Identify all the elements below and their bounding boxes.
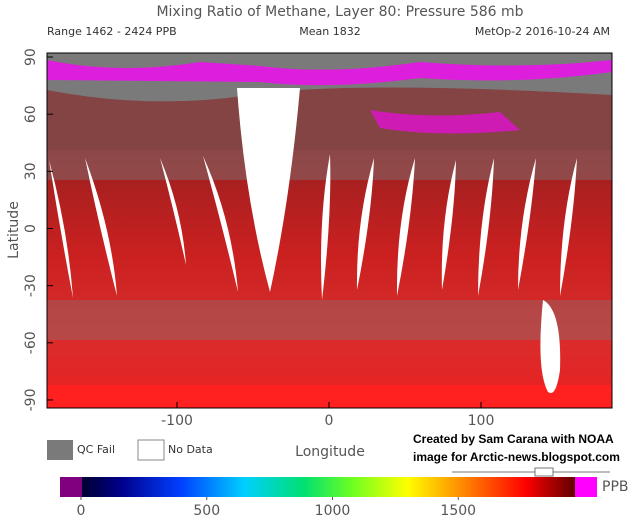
x-tick-label: 100 (468, 413, 495, 429)
qc-fail-swatch (47, 440, 73, 460)
credit-line: image for Arctic-news.blogspot.com (413, 450, 620, 464)
colorbar-tick-label: 1500 (440, 503, 476, 519)
colorbar-tick-label: 500 (193, 503, 220, 519)
colorbar-unit: PPB (602, 479, 629, 495)
colorbar (82, 477, 575, 497)
y-tick-label: 90 (23, 48, 39, 66)
colorbar-tick-label: 0 (77, 503, 86, 519)
y-axis-label: Latitude (6, 201, 22, 259)
satellite: MetOp-2 2016-10-24 AM (475, 25, 610, 38)
x-tick-label: 0 (325, 413, 334, 429)
y-tick-label: 60 (23, 105, 39, 123)
colorbar-high (575, 477, 597, 497)
no-data-label: No Data (168, 443, 213, 456)
colorbar-tick-label: 1000 (315, 503, 351, 519)
y-tick-label: -90 (23, 389, 39, 412)
title: Mixing Ratio of Methane, Layer 80: Press… (156, 4, 523, 20)
no-data-swatch (137, 439, 165, 461)
qc-fail-label: QC Fail (77, 443, 115, 456)
scroll-indicator (452, 467, 610, 477)
colorbar-low (60, 477, 82, 497)
map (46, 52, 613, 409)
y-tick-label: -30 (23, 274, 39, 297)
y-tick-label: -60 (23, 331, 39, 354)
credit-line: Created by Sam Carana with NOAA (413, 432, 614, 446)
y-tick-label: 30 (23, 162, 39, 180)
range: Range 1462 - 2424 PPB (47, 25, 177, 38)
mean: Mean 1832 (299, 25, 360, 38)
y-tick-label: 0 (23, 224, 39, 233)
x-axis-label: Longitude (295, 444, 365, 460)
x-tick-label: -100 (161, 413, 193, 429)
